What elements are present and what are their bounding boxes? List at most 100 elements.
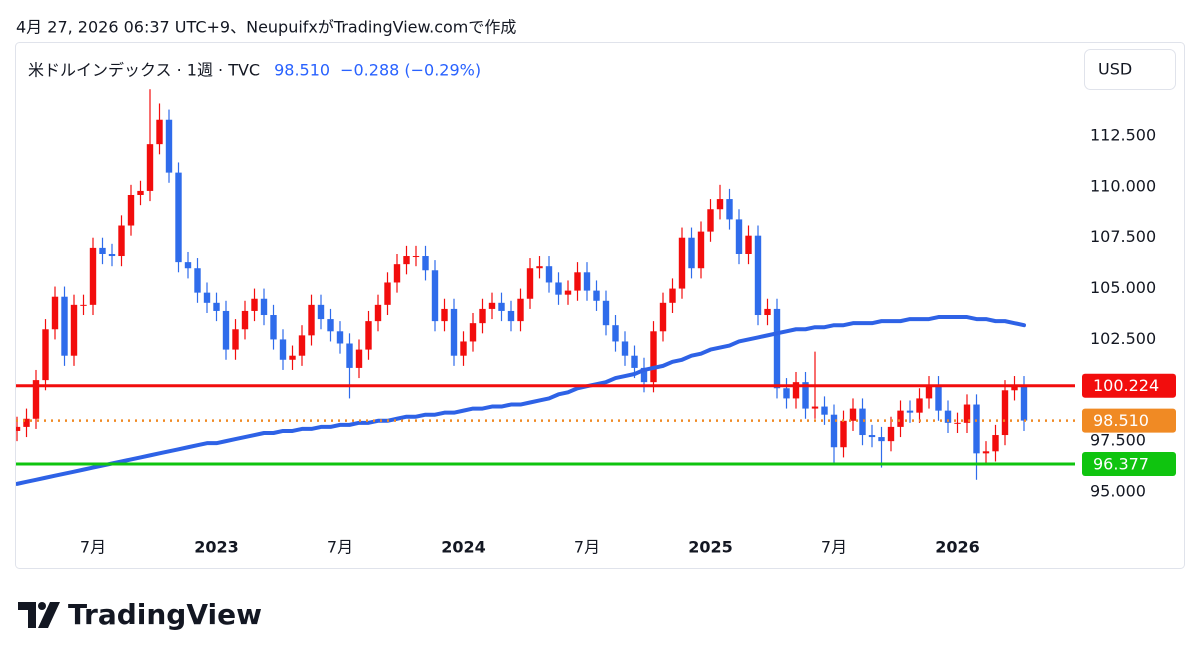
candle-body: [925, 386, 933, 399]
x-tick-label: 7月: [574, 538, 600, 557]
candle-body: [184, 262, 192, 269]
candle-body: [868, 435, 876, 438]
candle-body: [23, 418, 30, 427]
candle-body: [498, 302, 505, 311]
logo-icon: [18, 602, 36, 628]
candle-body: [355, 349, 363, 368]
candle-body: [773, 308, 781, 389]
x-tick-label: 7月: [821, 538, 847, 557]
candle-body: [156, 119, 163, 145]
candle-body: [669, 288, 676, 303]
candle-body: [811, 406, 819, 409]
candle-body: [631, 355, 638, 368]
level-label: 96.377: [1093, 454, 1149, 473]
candle-body: [51, 296, 59, 330]
price-axis: 95.000 97.500 102.500 105.000 107.500 110.000…: [1075, 126, 1176, 500]
candle-body: [317, 304, 325, 320]
candle-body: [583, 272, 591, 291]
candle-body: [802, 382, 809, 409]
logo: TradingView: [18, 598, 262, 631]
candle-body: [840, 420, 847, 448]
candle-body: [973, 404, 980, 454]
header: 4月 27, 2026 06:37 UTC+9、NeupuifxがTrading…: [16, 18, 516, 37]
legend: 米ドルインデックス · 1週 · TVC 98.510 −0.288 (−0.2…: [28, 61, 481, 80]
candle-body: [146, 144, 154, 191]
y-tick-label: 110.000: [1090, 176, 1156, 195]
candle-body: [241, 310, 249, 330]
candle-body: [80, 304, 87, 306]
x-tick-label: 2023: [194, 538, 239, 557]
logo-icon: [38, 602, 60, 628]
currency-box[interactable]: [1084, 49, 1176, 90]
candle-body: [118, 225, 125, 257]
candle-body: [365, 321, 372, 350]
candle-body: [42, 329, 49, 381]
x-tick-label: 2026: [935, 538, 980, 557]
candle-body: [165, 119, 173, 173]
candle-body: [707, 209, 714, 232]
candle-body: [99, 247, 106, 254]
y-tick-label: 97.500: [1090, 431, 1146, 450]
candle-body: [982, 451, 990, 454]
candle-body: [897, 410, 904, 427]
candle-body: [536, 266, 543, 269]
candle-body: [308, 304, 315, 336]
candle-body: [403, 256, 410, 265]
candle-body: [412, 256, 420, 258]
currency: USD: [1098, 60, 1132, 79]
candle-body: [203, 292, 211, 303]
candle-body: [716, 199, 724, 210]
x-tick-label: 2025: [688, 538, 733, 557]
candle-body: [127, 194, 135, 226]
candle-body: [32, 380, 40, 419]
candle-body: [279, 339, 287, 360]
candle-body: [906, 410, 914, 413]
candle-body: [659, 302, 667, 332]
candle-body: [232, 329, 239, 350]
candle-body: [944, 410, 952, 423]
y-tick-label: 107.500: [1090, 227, 1156, 246]
candle-body: [602, 300, 610, 326]
candle-body: [270, 315, 277, 340]
candle-body: [678, 237, 686, 289]
logo-icon: [38, 602, 46, 610]
candle-body: [887, 426, 895, 442]
brand: TradingView: [68, 598, 262, 631]
candle-body: [954, 422, 961, 424]
last-price-label: 98.510: [1093, 411, 1149, 430]
level-label: 100.224: [1093, 376, 1159, 395]
candle-body: [612, 325, 619, 342]
candle-body: [384, 282, 391, 305]
candle-body: [1020, 386, 1028, 421]
y-tick-label: 95.000: [1090, 481, 1146, 500]
y-tick-label: 112.500: [1090, 126, 1156, 145]
candle-body: [507, 310, 515, 322]
candle-body: [460, 341, 467, 356]
candle-body: [735, 219, 743, 254]
level-label-box: [1082, 373, 1176, 398]
candle-body: [821, 406, 828, 415]
candle-body: [137, 190, 144, 195]
candle-body: [640, 367, 648, 383]
candle-body: [526, 268, 534, 299]
candle-body: [327, 319, 334, 332]
chart-panel: [15, 42, 1185, 569]
candle-body: [61, 296, 68, 356]
y-tick-label: 102.500: [1090, 329, 1156, 348]
candle-body: [963, 404, 971, 423]
candle-body: [992, 435, 999, 452]
x-tick-label: 2024: [441, 538, 486, 557]
candle-body: [574, 272, 581, 291]
symbol-title: 米ドルインデックス · 1週 · TVC: [28, 61, 260, 80]
price-change: −0.288 (−0.29%): [340, 61, 481, 80]
candle-body: [441, 308, 448, 322]
candle-body: [859, 408, 866, 436]
candle-body: [469, 323, 477, 342]
candle-body: [545, 266, 553, 283]
candle-body: [393, 264, 401, 283]
candle-body: [213, 302, 220, 311]
candle-body: [346, 343, 353, 368]
candle-body: [431, 270, 439, 322]
candle-body: [555, 282, 562, 295]
candle-body: [783, 388, 790, 399]
